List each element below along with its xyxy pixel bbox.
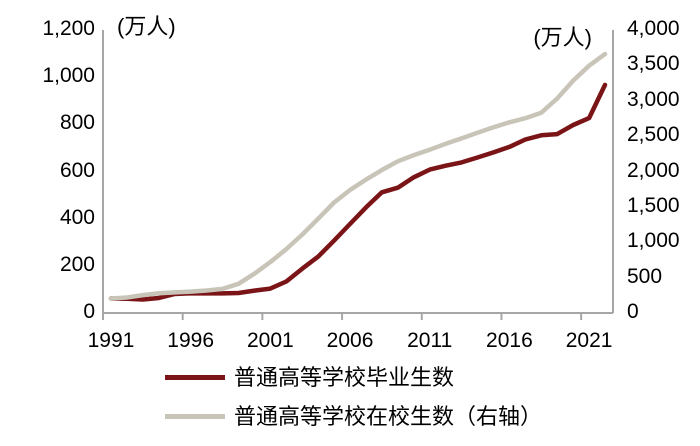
left-axis-tick-label: 400 xyxy=(59,205,95,229)
right-axis-tick-label: 2,000 xyxy=(627,158,680,182)
right-axis-tick-label: 3,500 xyxy=(627,52,680,76)
x-axis-tick-label: 2006 xyxy=(326,329,374,352)
legend-item-graduates: 普通高等学校毕业生数 xyxy=(165,365,542,390)
right-axis-tick-label: 500 xyxy=(627,264,663,288)
x-axis-tick-label: 2001 xyxy=(246,329,294,352)
right-axis-tick-label: 1,000 xyxy=(627,229,680,253)
right-axis-tick-label: 3,000 xyxy=(627,87,680,111)
left-axis-tick-label: 600 xyxy=(59,158,95,182)
x-axis-tick-label: 2021 xyxy=(565,329,613,352)
left-axis-tick-label: 200 xyxy=(59,252,95,276)
right-axis-tick-label: 4,000 xyxy=(627,17,680,40)
x-axis-tick-label: 1991 xyxy=(87,329,135,352)
legend-item-enrollment: 普通高等学校在校生数（右轴） xyxy=(165,404,542,429)
right-axis-tick-label: 1,500 xyxy=(627,193,680,217)
legend-label-enrollment: 普通高等学校在校生数（右轴） xyxy=(234,404,543,429)
legend: 普通高等学校毕业生数 普通高等学校在校生数（右轴） xyxy=(165,365,542,443)
left-axis-tick-label: 1,000 xyxy=(42,64,95,88)
right-axis-tick-label: 2,500 xyxy=(627,123,680,147)
right-axis-unit-label: (万人) xyxy=(533,25,592,50)
legend-swatch-enrollment xyxy=(165,414,225,419)
left-axis-tick-label: 1,200 xyxy=(42,17,95,40)
x-axis-tick-label: 2016 xyxy=(486,329,533,352)
left-axis-tick-label: 800 xyxy=(59,111,95,135)
x-axis-tick-label: 2011 xyxy=(407,329,453,352)
left-axis-unit-label: (万人) xyxy=(117,14,176,39)
right-axis-tick-label: 0 xyxy=(627,300,639,323)
legend-swatch-graduates xyxy=(165,375,225,380)
left-axis-tick-label: 0 xyxy=(83,300,95,323)
series-line-1 xyxy=(108,51,608,301)
legend-label-graduates: 普通高等学校毕业生数 xyxy=(234,365,455,390)
x-axis-tick-label: 1996 xyxy=(167,329,215,352)
